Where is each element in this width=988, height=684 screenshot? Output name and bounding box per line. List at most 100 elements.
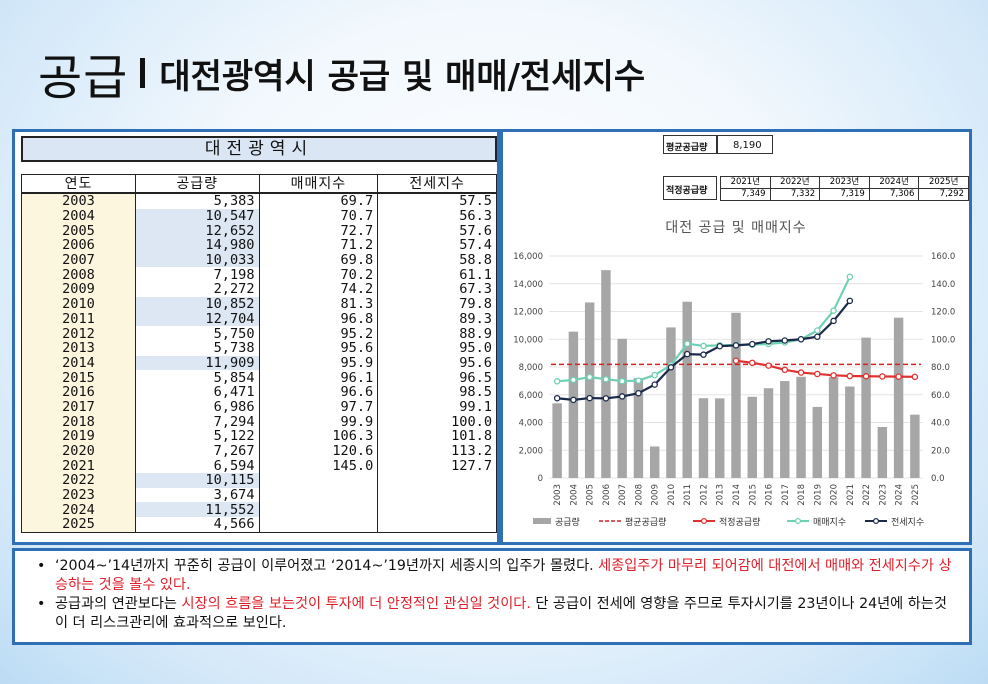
table-row: 2018 7,294 99.9 100.0 (21, 414, 497, 429)
table-row: 2023 3,674 (21, 487, 497, 503)
cell-year: 2004 (21, 208, 136, 224)
table-row: 2019 5,122 106.3 101.8 (21, 429, 497, 444)
y-tick-right: 80.0 (931, 363, 950, 373)
cell-supply: 12,652 (135, 223, 260, 239)
x-tick-label: 2022 (862, 484, 872, 506)
x-tick-label: 2024 (895, 484, 905, 506)
x-tick-label: 2019 (813, 484, 823, 506)
chart-title: 대전 공급 및 매매지수 (665, 220, 806, 236)
cell-sale-index: 70.2 (258, 267, 379, 283)
bar (731, 312, 741, 478)
sale-index-line (557, 276, 851, 383)
jeonse-index-point (846, 297, 854, 305)
sale-index-point (651, 371, 658, 379)
note-item: 공급과의 연관보다는 시장의 흐름을 보는것이 투자에 더 안정적인 관심일 것… (37, 595, 959, 633)
sale-index-point (700, 342, 707, 350)
bar (666, 327, 676, 478)
bar (715, 398, 725, 478)
x-tick-label: 2023 (878, 484, 888, 506)
cell-sale-index: 145.0 (258, 458, 379, 474)
jeonse-index-point (683, 350, 691, 358)
cell-year: 2006 (21, 238, 136, 253)
proper-year: 2022년 (769, 176, 821, 189)
x-tick-label: 2009 (651, 484, 661, 506)
y-tick-right: 20.0 (931, 446, 950, 456)
cell-jeonse-index: 113.2 (377, 443, 497, 459)
jeonse-index-point (602, 395, 610, 402)
proper-year: 2021년 (720, 176, 771, 189)
table-header-row: 연도 공급량 매매지수 전세지수 (21, 174, 497, 194)
jeonse-index-point (635, 389, 642, 397)
cell-sale-index: 96.1 (258, 370, 379, 385)
table-row: 2010 10,852 81.3 79.8 (21, 296, 497, 312)
cell-supply: 6,471 (135, 384, 260, 400)
y-tick-left: 4,000 (519, 419, 543, 429)
legend-label: 전세지수 (891, 517, 924, 528)
cell-year: 2012 (21, 326, 136, 341)
data-table-panel: 대전광역시 연도 공급량 매매지수 전세지수 2003 5,383 69.7 57.5… (12, 129, 500, 545)
cell-jeonse-index: 58.8 (377, 252, 497, 268)
table-title: 대전광역시 (21, 136, 497, 162)
legend-label: 공급량 (555, 516, 580, 528)
bar (633, 378, 644, 478)
header-sale-index: 매매지수 (258, 174, 379, 194)
cell-sale-index: 95.2 (258, 326, 379, 341)
cell-jeonse-index (377, 487, 497, 503)
jeonse-index-point (749, 340, 756, 348)
header-jeonse-index: 전세지수 (377, 174, 497, 194)
cell-sale-index (258, 487, 379, 503)
bar (877, 427, 888, 478)
avg-supply-value-box (717, 135, 773, 154)
cell-sale-index: 96.8 (258, 311, 379, 327)
cell-sale-index: 96.6 (258, 384, 379, 400)
x-tick-label: 2006 (602, 484, 612, 506)
x-tick-label: 2013 (716, 484, 726, 506)
y-tick-left: 8,000 (519, 363, 543, 373)
table-row: 2011 12,704 96.8 89.3 (21, 311, 497, 327)
notes-panel: ‘2004~’14년까지 꾸준히 공급이 이루어졌고 ‘2014~’19년까지 … (12, 548, 972, 645)
y-tick-right: 160.0 (931, 252, 955, 262)
bar (617, 338, 627, 478)
cell-year: 2017 (21, 399, 136, 415)
jeonse-index-point (765, 338, 772, 345)
bar (796, 376, 806, 478)
legend-marker (795, 518, 802, 525)
y-tick-right: 140.0 (931, 280, 955, 290)
legend-swatch (533, 518, 551, 524)
x-tick-label: 2010 (667, 484, 677, 506)
cell-supply: 10,115 (135, 473, 260, 488)
bar (812, 406, 823, 478)
cell-supply: 7,294 (135, 414, 260, 429)
cell-jeonse-index: 101.8 (377, 429, 497, 444)
proper-values-row: 7,349 7,332 7,319 7,306 7,292 (720, 188, 969, 201)
note-text: 공급과의 연관보다는 (55, 596, 182, 612)
cell-supply: 7,198 (135, 267, 260, 283)
cell-year: 2025 (21, 517, 136, 533)
x-tick-label: 2021 (846, 484, 856, 506)
cell-year: 2024 (21, 502, 136, 518)
jeonse-index-point (814, 333, 821, 341)
proper-value: 7,332 (769, 188, 821, 201)
cell-jeonse-index (377, 502, 497, 518)
jeonse-index-point (781, 337, 789, 344)
cell-jeonse-index: 89.3 (377, 311, 497, 327)
x-tick-label: 2016 (765, 484, 775, 506)
bar (682, 301, 692, 478)
cell-jeonse-index: 100.0 (377, 414, 497, 429)
table-row: 2003 5,383 69.7 57.5 (21, 193, 497, 209)
cell-supply: 11,552 (135, 502, 260, 518)
bar (552, 403, 562, 478)
cell-sale-index: 95.9 (258, 355, 379, 371)
bar (649, 446, 660, 478)
table-row: 2013 5,738 95.6 95.0 (21, 340, 497, 356)
proper-supply-label-box (663, 176, 717, 200)
cell-sale-index: 97.7 (258, 399, 379, 415)
legend-label: 적정공급량 (719, 516, 760, 528)
cell-supply: 5,738 (135, 340, 260, 356)
y-tick-left: 10,000 (513, 335, 543, 345)
jeonse-index-point (732, 342, 740, 349)
bar (910, 414, 920, 478)
cell-supply: 5,122 (135, 429, 260, 444)
supply-index-chart: 대전 공급 및 매매지수 0 0.0 2,000 20.0 4,000 40.0 6,000 6… (513, 220, 955, 528)
cell-supply: 10,547 (135, 208, 260, 224)
